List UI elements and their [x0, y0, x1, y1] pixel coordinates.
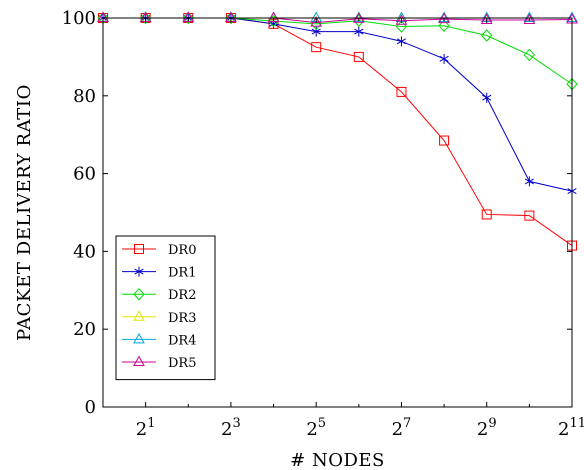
data-point-dr0: [439, 135, 450, 146]
legend-entry-dr1: DR1: [122, 266, 196, 281]
data-point-dr1: [439, 53, 449, 64]
plot-area: [97, 11, 578, 251]
series-line-dr2: [103, 17, 573, 85]
series-line-dr0: [103, 17, 573, 246]
legend-label: DR5: [168, 356, 196, 371]
y-tick-label: 100: [62, 8, 96, 29]
legend-marker: [133, 287, 145, 301]
legend-entry-dr5: DR5: [122, 355, 196, 371]
y-tick-label: 0: [85, 397, 96, 418]
y-axis-label: PACKET DELIVERY RATIO: [14, 84, 35, 341]
data-point-dr2: [438, 19, 450, 33]
data-point-dr4: [438, 11, 450, 22]
legend: DR0 DR1 DR2 DR3 DR4 DR5: [115, 235, 216, 381]
data-point-dr5: [267, 11, 280, 22]
data-point-dr0: [311, 42, 322, 53]
data-point-dr1: [354, 26, 364, 37]
legend-marker: [133, 332, 145, 344]
legend-label: DR4: [168, 333, 196, 348]
legend-label: DR3: [168, 311, 196, 326]
data-point-dr2: [481, 29, 493, 42]
data-point-dr1: [482, 92, 492, 103]
data-point-dr2: [182, 11, 194, 25]
legend-box: [115, 235, 216, 381]
data-point-dr5: [523, 13, 536, 24]
data-point-dr1: [524, 176, 534, 187]
data-point-dr0: [353, 51, 364, 62]
data-point-dr2: [395, 20, 408, 33]
data-point-dr5: [310, 16, 323, 27]
data-point-dr4: [523, 11, 536, 22]
legend-entry-dr2: DR2: [122, 287, 196, 303]
axis-ticks: 0 20 40 60 80 100 21 23 25 27 29 211: [62, 8, 584, 440]
data-point-dr0: [524, 210, 535, 221]
series-dr5: [97, 11, 578, 27]
x-tick-label: 27: [392, 416, 412, 440]
x-tick-label: 21: [136, 416, 156, 440]
data-point-dr5: [182, 11, 195, 22]
x-tick-label: 211: [558, 416, 584, 440]
data-point-dr0: [481, 209, 492, 220]
legend-label: DR1: [168, 266, 196, 281]
y-tick-label: 40: [73, 241, 96, 262]
data-point-dr2: [139, 11, 152, 25]
legend-marker: [134, 244, 144, 254]
series-dr2: [97, 11, 578, 91]
legend-entry-dr0: DR0: [122, 243, 196, 258]
legend-marker: [134, 266, 144, 277]
y-tick-label: 60: [73, 164, 96, 185]
data-point-dr5: [480, 13, 493, 24]
data-point-dr2: [523, 48, 536, 62]
data-point-dr1: [396, 36, 407, 47]
data-point-dr5: [395, 14, 408, 25]
plot-frame: [102, 17, 573, 408]
x-axis-label: # NODES: [290, 450, 385, 470]
x-tick-label: 29: [477, 416, 497, 440]
series-line-dr1: [103, 17, 573, 192]
series-dr1: [98, 13, 577, 197]
data-point-dr1: [311, 26, 321, 37]
legend-marker: [133, 310, 145, 321]
y-tick-label: 80: [73, 86, 96, 107]
series-dr0: [98, 13, 577, 251]
legend-entry-dr4: DR4: [122, 332, 196, 348]
legend-entry-dr3: DR3: [122, 310, 196, 326]
x-tick-label: 25: [306, 416, 326, 440]
y-tick-label: 20: [73, 319, 96, 340]
data-point-dr0: [396, 86, 407, 97]
x-tick-label: 23: [221, 416, 241, 440]
legend-label: DR2: [168, 288, 196, 303]
legend-marker: [133, 355, 145, 366]
data-point-dr2: [225, 11, 237, 25]
legend-label: DR0: [168, 243, 196, 258]
